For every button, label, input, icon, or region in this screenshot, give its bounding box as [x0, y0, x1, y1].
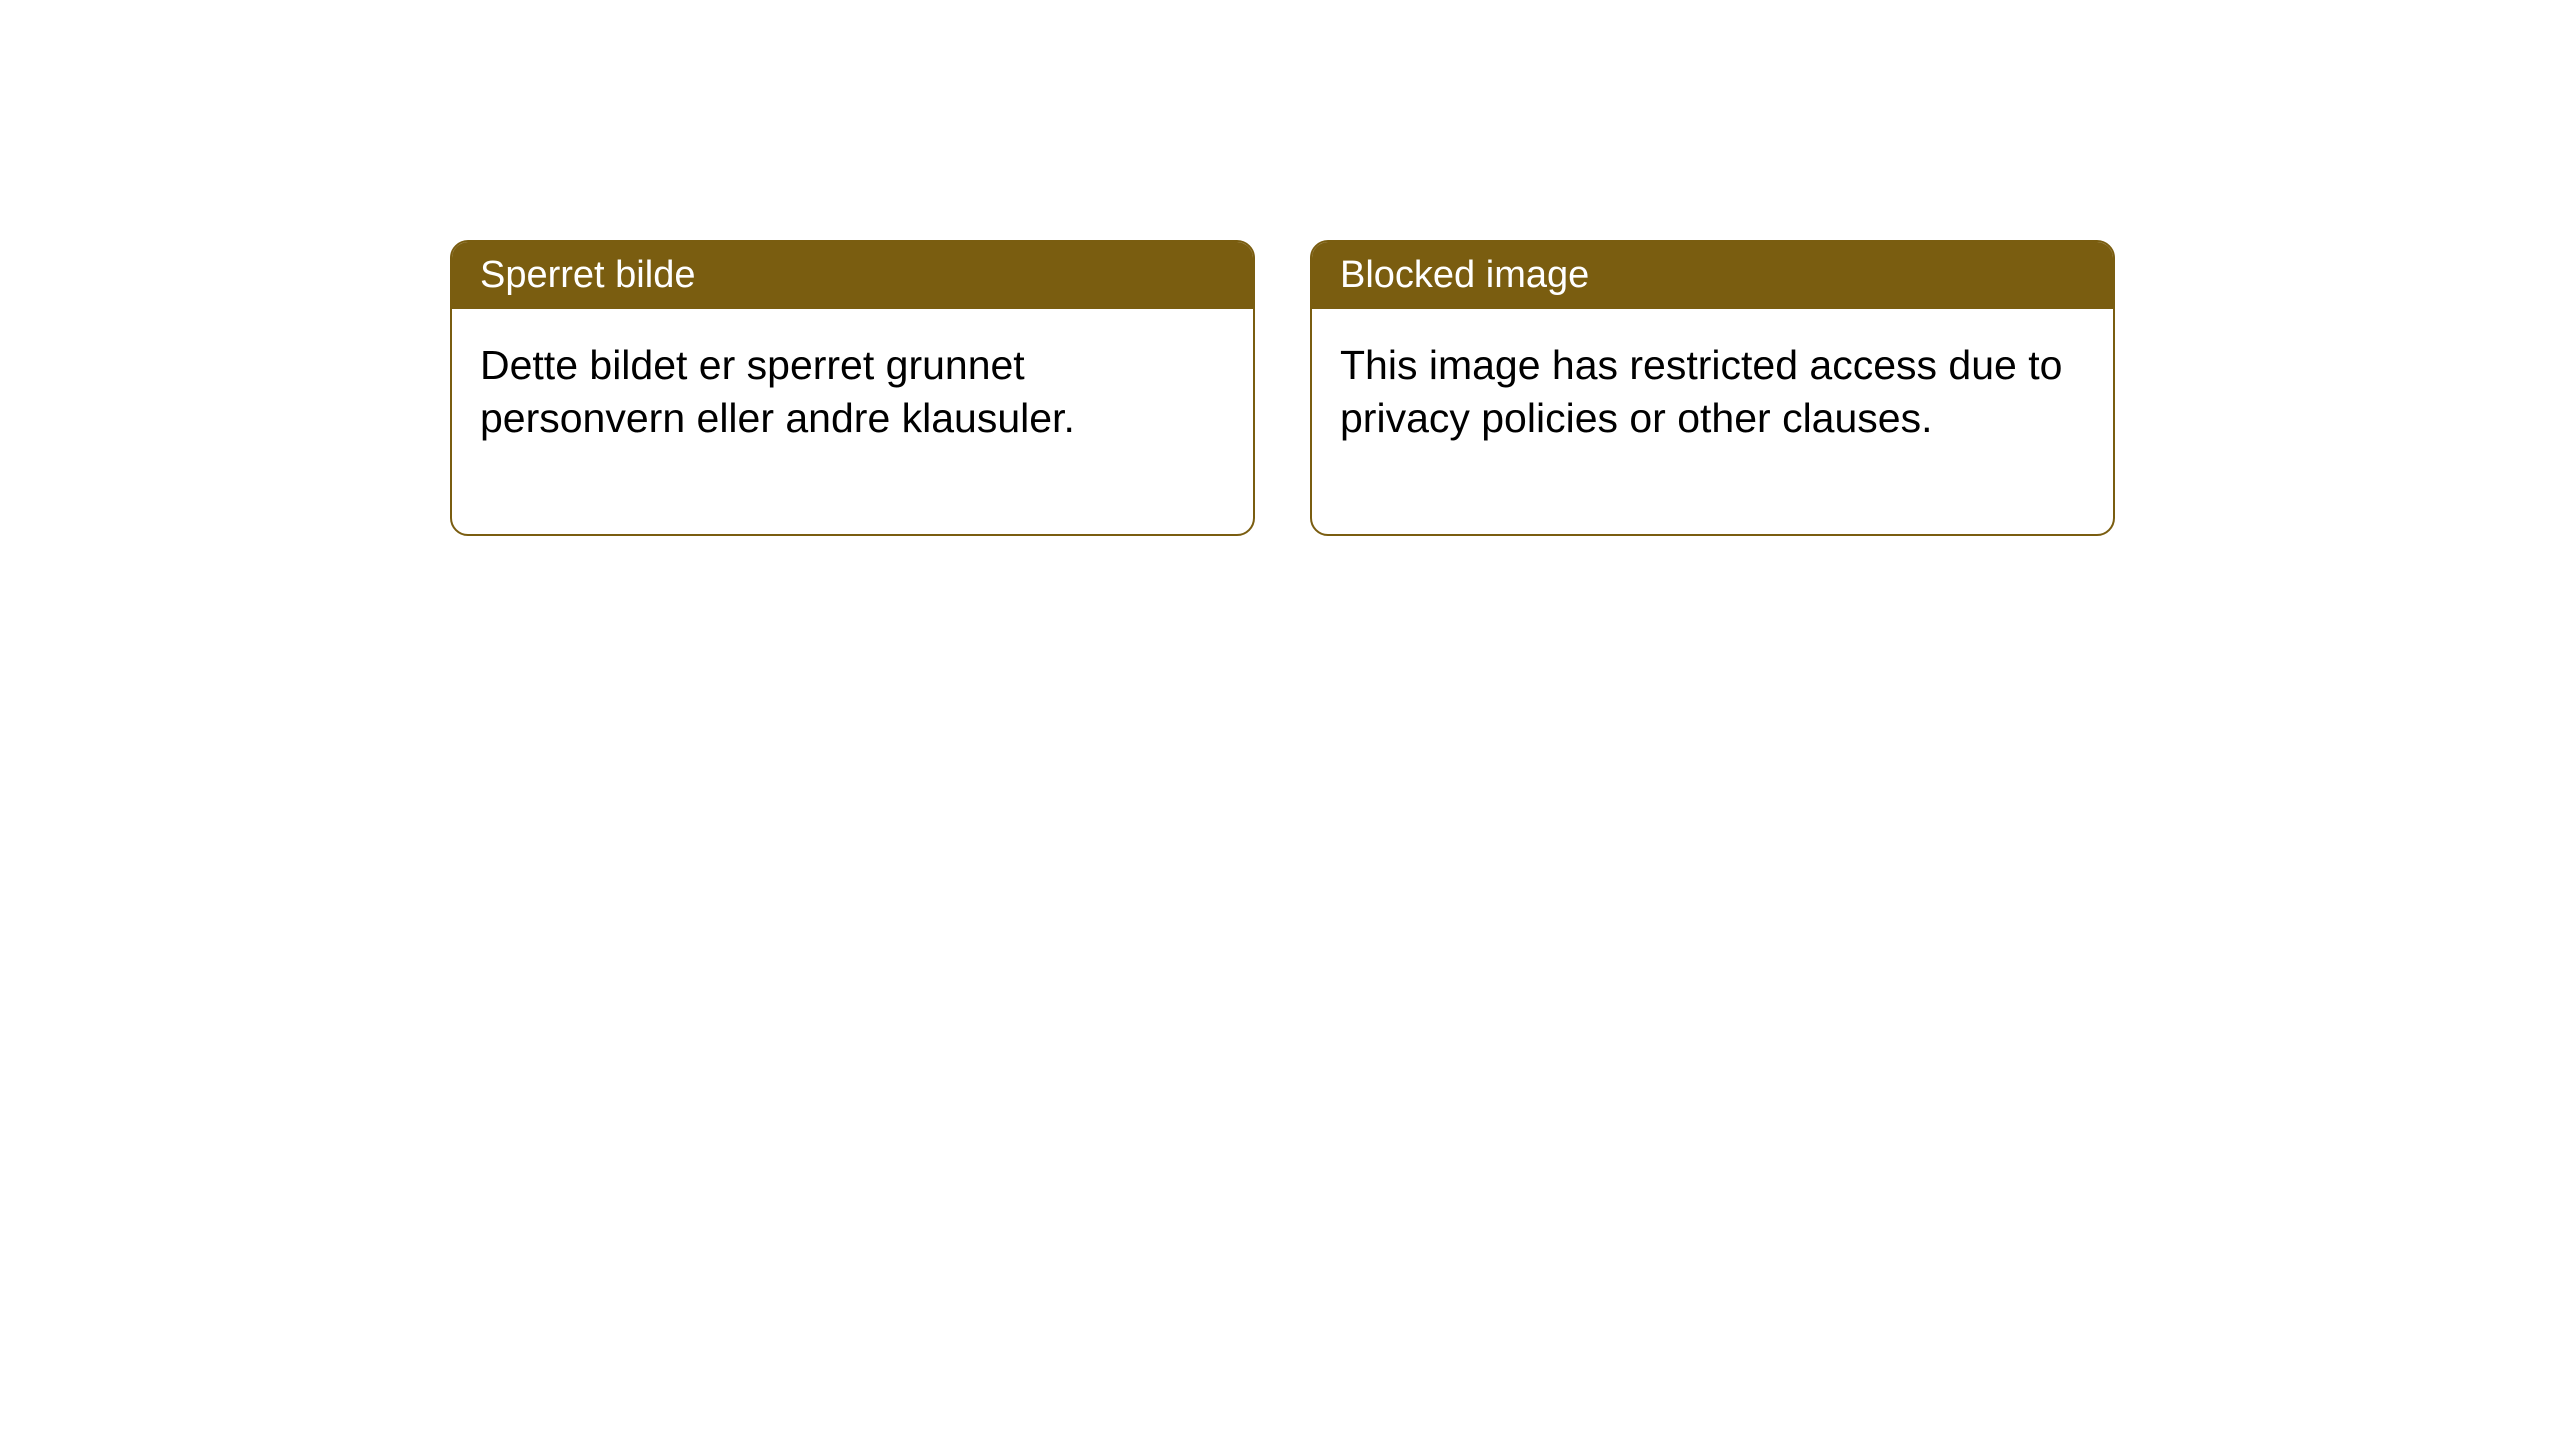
notice-body-norwegian: Dette bildet er sperret grunnet personve…	[452, 309, 1253, 534]
notice-header-norwegian: Sperret bilde	[452, 242, 1253, 309]
notice-body-english: This image has restricted access due to …	[1312, 309, 2113, 534]
notice-box-english: Blocked image This image has restricted …	[1310, 240, 2115, 536]
notice-body-text: This image has restricted access due to …	[1340, 342, 2062, 441]
notice-box-norwegian: Sperret bilde Dette bildet er sperret gr…	[450, 240, 1255, 536]
notice-body-text: Dette bildet er sperret grunnet personve…	[480, 342, 1075, 441]
notice-container: Sperret bilde Dette bildet er sperret gr…	[450, 240, 2115, 536]
notice-header-english: Blocked image	[1312, 242, 2113, 309]
notice-title: Blocked image	[1340, 254, 1589, 296]
notice-title: Sperret bilde	[480, 254, 695, 296]
